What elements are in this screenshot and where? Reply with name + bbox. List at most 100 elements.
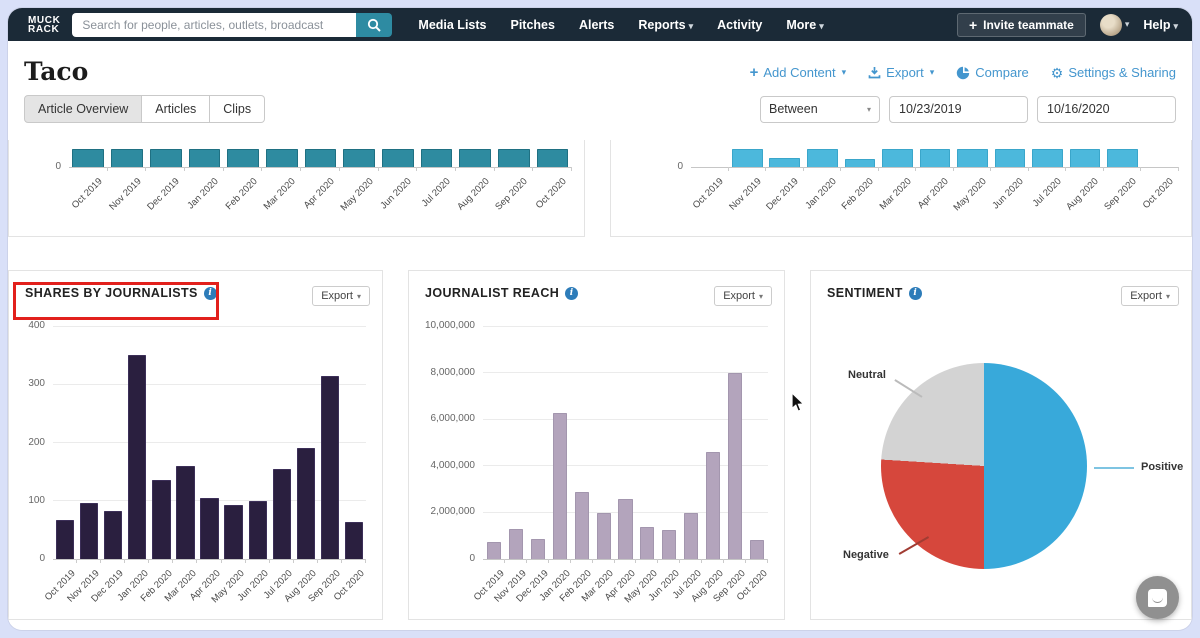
avatar <box>1099 13 1122 36</box>
pie-icon <box>957 66 970 79</box>
search-input[interactable] <box>72 12 357 37</box>
bar <box>806 149 838 167</box>
tab-article-overview[interactable]: Article Overview <box>24 95 143 123</box>
cropped-bar-chart-left: 0 Oct 2019 Nov 2019 Dec 2019 Jan 2020 Feb 20… <box>19 144 572 230</box>
view-tabs: Article Overview Articles Clips <box>24 95 266 123</box>
date-filters: Between ▾ <box>760 95 1176 123</box>
navbar-right: + Invite teammate ▾ Help ▾ <box>956 12 1178 37</box>
bar <box>72 149 105 167</box>
export-dropdown-button[interactable]: Export ▾ <box>1121 286 1179 306</box>
help-menu[interactable]: Help ▾ <box>1143 18 1178 32</box>
nav-item-activity[interactable]: Activity <box>717 17 763 32</box>
bar <box>320 376 340 559</box>
user-menu[interactable]: ▾ <box>1099 13 1129 36</box>
bar <box>111 149 143 167</box>
bar-slot <box>593 327 615 563</box>
nav-item-pitches[interactable]: Pitches <box>510 17 555 32</box>
bar-slot <box>533 144 572 171</box>
settings-sharing-button[interactable]: ⚙ Settings & Sharing <box>1050 64 1176 81</box>
tab-clips[interactable]: Clips <box>210 95 266 123</box>
x-axis-label: Jan 2020 <box>802 176 839 212</box>
bar-slot <box>108 144 147 171</box>
tab-articles[interactable]: Articles <box>142 95 211 123</box>
pie-label-negative: Negative <box>843 549 889 561</box>
bar-slot <box>246 327 270 563</box>
chevron-down-icon: ▾ <box>866 104 871 114</box>
panel-title-sentiment: SENTIMENT i <box>827 286 922 300</box>
muckrack-logo[interactable]: MUCK RACK <box>28 15 60 34</box>
chevron-down-icon: ▾ <box>1165 291 1170 301</box>
y-axis-tick: 300 <box>28 378 45 390</box>
info-icon[interactable]: i <box>203 286 217 300</box>
chevron-down-icon: ▾ <box>819 20 824 31</box>
bar-slot <box>658 327 681 563</box>
help-label: Help <box>1143 17 1171 32</box>
invite-teammate-button[interactable]: + Invite teammate <box>956 12 1086 37</box>
info-icon[interactable]: i <box>565 286 579 300</box>
bar <box>536 149 569 167</box>
bar-slot <box>495 144 534 171</box>
y-axis-tick: 4,000,000 <box>430 459 476 471</box>
nav-item-reports[interactable]: Reports ▾ <box>638 17 694 32</box>
cropped-chart-panel-left: 0 Oct 2019 Nov 2019 Dec 2019 Jan 2020 Feb 20… <box>8 140 585 237</box>
bar <box>640 526 655 559</box>
export-dropdown-button[interactable]: Export ▾ <box>714 286 772 306</box>
search-button[interactable] <box>356 12 393 37</box>
bar <box>508 528 523 559</box>
bar <box>1107 149 1138 167</box>
bar <box>176 465 195 559</box>
y-axis-tick: 8,000,000 <box>430 366 476 378</box>
bar <box>265 149 298 167</box>
compare-button[interactable]: Compare <box>956 65 1029 80</box>
nav-item-media-lists[interactable]: Media Lists <box>418 17 487 32</box>
sentiment-pie-chart <box>881 363 1087 569</box>
bar-slot <box>301 144 340 171</box>
add-content-button[interactable]: + Add Content ▾ <box>749 63 847 81</box>
chevron-down-icon: ▾ <box>356 291 361 301</box>
bar-slot <box>636 327 659 563</box>
panel-title-shares: SHARES BY JOURNALISTS i <box>25 286 217 300</box>
x-axis-label: May 2020 <box>338 176 376 214</box>
bar-slot <box>197 327 222 563</box>
bar <box>994 149 1026 167</box>
bar <box>296 447 315 559</box>
export-button[interactable]: Export ▾ <box>868 65 934 80</box>
bar-slot <box>702 327 725 563</box>
bar-slot <box>615 327 637 563</box>
bar <box>128 354 147 559</box>
start-date-input[interactable] <box>889 95 1028 123</box>
bar-slot <box>1104 144 1142 171</box>
sentiment-panel: SENTIMENT i Export ▾ Neutral Positive Neg… <box>810 270 1192 620</box>
shares-bar-chart: 0 100 200 300 400 Oct 2019 Nov 2019 Dec 2019 Ja… <box>17 320 367 617</box>
x-axis-label: Mar 2020 <box>261 176 299 213</box>
bar-slot <box>804 144 842 171</box>
nav-item-alerts[interactable]: Alerts <box>578 17 615 32</box>
bar-slot <box>549 327 571 563</box>
x-axis-label: Oct 2020 <box>533 176 569 212</box>
bar-slot <box>294 327 318 563</box>
end-date-input[interactable] <box>1037 95 1176 123</box>
nav-item-more[interactable]: More ▾ <box>786 17 824 32</box>
chevron-down-icon: ▾ <box>1173 20 1178 31</box>
info-icon[interactable]: i <box>908 286 922 300</box>
bar-slot <box>1066 144 1104 171</box>
export-dropdown-button[interactable]: Export ▾ <box>312 286 370 306</box>
bar-slot <box>1141 144 1179 171</box>
gridline <box>483 418 768 420</box>
date-operator-select[interactable]: Between ▾ <box>760 95 880 123</box>
x-axis-label: Aug 2020 <box>455 176 492 213</box>
x-axis-label: Apr 2020 <box>301 176 337 212</box>
y-axis-tick: 0 <box>39 553 45 564</box>
bar-slot <box>224 144 263 171</box>
y-axis-tick: 0 <box>677 161 683 172</box>
x-axis-label: Oct 2020 <box>1141 176 1177 212</box>
chat-widget-button[interactable] <box>1136 576 1179 619</box>
bar <box>79 502 99 559</box>
x-axis-label: Jun 2020 <box>990 176 1027 212</box>
x-axis-labels: Oct 2019 Nov 2019 Dec 2019 Jan 2020 Feb 2020… <box>691 168 1179 220</box>
bar <box>224 505 243 559</box>
gridline <box>53 442 366 443</box>
bar <box>188 149 221 167</box>
bar <box>498 149 530 167</box>
panel-title-reach: JOURNALIST REACH i <box>425 286 579 300</box>
